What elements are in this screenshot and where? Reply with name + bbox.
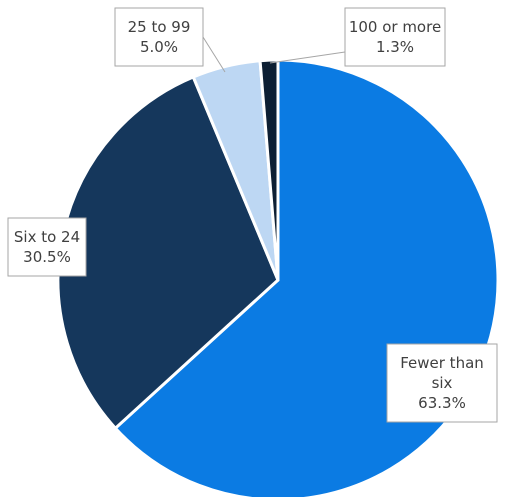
data-label-category-six-to-24: Six to 24 bbox=[14, 228, 80, 246]
data-label-category-25-to-99: 25 to 99 bbox=[128, 18, 191, 36]
leader-line-25-to-99 bbox=[202, 36, 226, 73]
data-label-value-100-or-more: 1.3% bbox=[376, 38, 414, 56]
data-label-category-100-or-more: 100 or more bbox=[349, 18, 441, 36]
data-label-value-six-to-24: 30.5% bbox=[23, 248, 71, 266]
pie-slice-100-or-more bbox=[258, 58, 280, 282]
callout-six-to-24: Six to 24 30.5% bbox=[7, 217, 87, 277]
callout-fewer-than-six: Fewer than six 63.3% bbox=[386, 343, 498, 423]
data-label-category-fewer-than-six: Fewer than bbox=[400, 354, 484, 372]
data-label-category-fewer-than-six: six bbox=[432, 374, 453, 392]
callout-box-fewer-than-six bbox=[386, 343, 498, 423]
data-label-value-25-to-99: 5.0% bbox=[140, 38, 178, 56]
leader-line-100-or-more bbox=[269, 51, 346, 64]
pie-slices bbox=[56, 58, 500, 497]
callout-box-100-or-more bbox=[344, 7, 446, 67]
data-label-callouts: Fewer than six 63.3% Six to 24 30.5% 25 to 99… bbox=[7, 7, 498, 423]
callout-100-or-more: 100 or more 1.3% bbox=[269, 7, 446, 67]
callout-25-to-99: 25 to 99 5.0% bbox=[114, 7, 226, 73]
data-label-value-fewer-than-six: 63.3% bbox=[418, 394, 466, 412]
callout-box-25-to-99 bbox=[114, 7, 204, 67]
callout-box-six-to-24 bbox=[7, 217, 87, 277]
